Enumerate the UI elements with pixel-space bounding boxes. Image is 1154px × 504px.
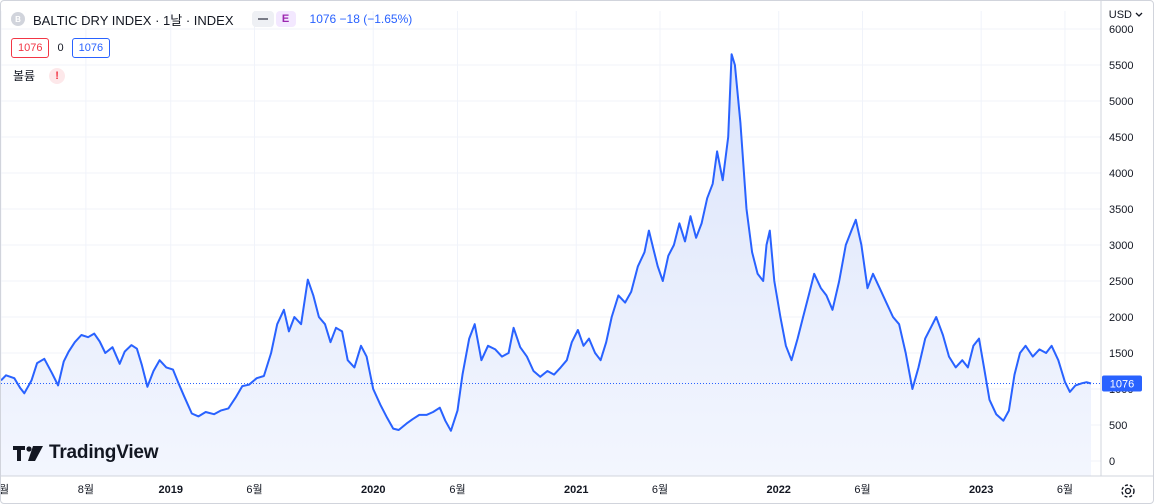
x-tick-label: 2022	[766, 484, 790, 496]
chart-series-layer	[1, 53, 1092, 432]
last-price-label: 1076	[1110, 379, 1134, 391]
last-quote: 1076 −18 (−1.65%)	[309, 12, 413, 26]
x-tick-label: 2023	[969, 484, 993, 496]
y-tick-label: 500	[1109, 420, 1127, 432]
x-tick-label: 6월	[1057, 483, 1073, 496]
y-tick-label: 5000	[1109, 96, 1133, 108]
axes	[1, 1, 1153, 477]
y-tick-label: 4500	[1109, 132, 1133, 144]
x-tick-label: 6월	[449, 483, 465, 496]
y-tick-label: 3500	[1109, 204, 1133, 216]
y-axis-tick-labels[interactable]: 0500100015002000250030003500400045005000…	[1109, 24, 1133, 468]
y-tick-label: 1500	[1109, 348, 1133, 360]
x-tick-label: 2020	[361, 484, 385, 496]
bdi-series-line[interactable]	[1, 53, 1092, 432]
open-value-box: 1076	[11, 38, 50, 58]
symbol-title[interactable]: BALTIC DRY INDEX · 1날 · INDEX	[33, 12, 234, 28]
y-tick-label: 5500	[1109, 60, 1133, 72]
minus-icon	[257, 18, 268, 20]
y-tick-label: 3000	[1109, 240, 1133, 252]
tradingview-logo-text: TradingView	[49, 442, 159, 463]
currency-label: USD	[1108, 9, 1132, 21]
x-tick-label: 6월	[246, 483, 262, 496]
x-axis-tick-labels[interactable]: 3월 8월 2019 6월 2020 6월 2021 6월 2022 6월 2023 6월	[1, 483, 1073, 496]
gear-icon[interactable]	[1118, 481, 1138, 501]
volume-legend[interactable]: 볼륨 !	[13, 67, 66, 84]
y-tick-label: 4000	[1109, 168, 1133, 180]
exchange-badge[interactable]: E	[275, 11, 296, 27]
x-tick-label: 3월	[1, 483, 9, 496]
y-tick-label: 2500	[1109, 276, 1133, 288]
chart-area	[1, 54, 1091, 476]
symbol-header[interactable]: B BALTIC DRY INDEX · 1날 · INDEX E 1076 −…	[11, 9, 412, 29]
x-tick-label: 2019	[159, 484, 183, 496]
y-tick-label: 6000	[1109, 24, 1133, 36]
tradingview-logo[interactable]: TradingView	[13, 442, 159, 464]
spread-value: 0	[57, 42, 64, 54]
volume-label: 볼륨	[13, 69, 36, 83]
y-tick-label: 2000	[1109, 312, 1133, 324]
x-tick-label: 2021	[564, 484, 588, 496]
chevron-down-icon	[1135, 12, 1143, 17]
symbol-logo-icon: B	[11, 12, 25, 26]
currency-selector[interactable]: USD	[1109, 9, 1143, 21]
hide-panel-button[interactable]	[251, 11, 274, 27]
warning-icon[interactable]: !	[49, 67, 66, 84]
last-value-box: 1076	[71, 38, 111, 58]
last-price-tag	[1102, 375, 1142, 392]
x-tick-label: 6월	[854, 483, 870, 496]
x-tick-label: 8월	[78, 483, 94, 496]
tradingview-logo-icon	[13, 446, 43, 461]
last-price-tag-group: 1076	[1102, 375, 1142, 392]
x-tick-label: 6월	[652, 483, 668, 496]
y-tick-label: 0	[1109, 456, 1115, 468]
area-fill	[1, 54, 1091, 476]
value-legend: 1076 0 1076	[11, 38, 111, 58]
